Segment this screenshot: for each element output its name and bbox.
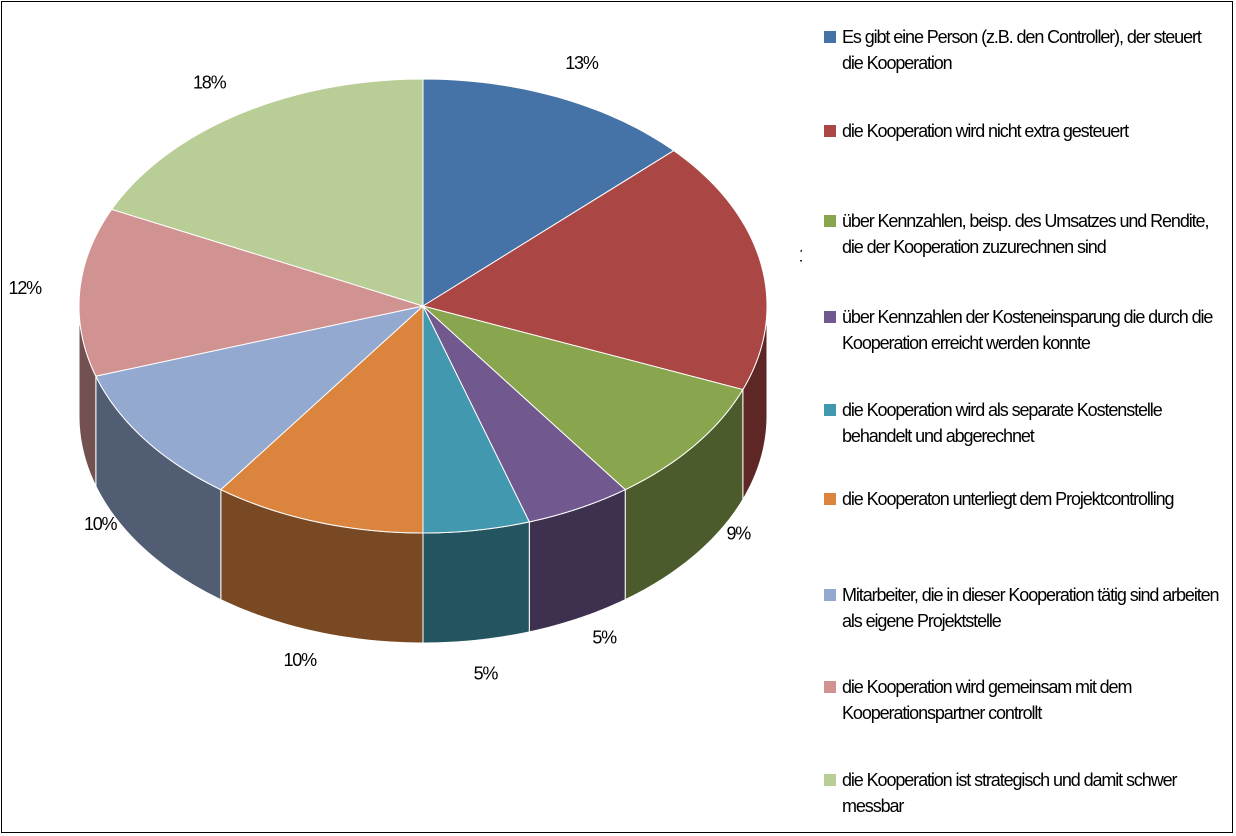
slice xyxy=(422,305,531,534)
data-label: 18% xyxy=(193,72,227,92)
legend-item: die Kooperation wird nicht extra gesteue… xyxy=(824,118,1224,144)
legend-swatch xyxy=(824,215,836,227)
data-label: 18% xyxy=(799,245,802,265)
slice xyxy=(95,305,425,491)
legend-label: Mitarbeiter, die in dieser Kooperation t… xyxy=(842,585,1220,631)
slice xyxy=(78,208,425,377)
legend-label: die Kooperaton unterliegt dem Projektcon… xyxy=(842,489,1175,509)
slice xyxy=(110,78,424,307)
legend-swatch xyxy=(824,404,836,416)
pie-chart: 13% 18% 9% 5% 5% 10% 10% 12% 18% xyxy=(9,53,802,683)
legend-label: die Kooperation wird nicht extra gesteue… xyxy=(842,121,1129,141)
legend-label: über Kennzahlen, beisp. des Umsatzes und… xyxy=(842,211,1209,257)
legend-label: die Kooperation ist strategisch und dami… xyxy=(842,770,1178,816)
slice xyxy=(422,78,675,307)
legend-label: Es gibt eine Person (z.B. den Controller… xyxy=(842,27,1202,73)
slice xyxy=(422,305,744,491)
legend-label: die Kooperation wird gemeinsam mit dem K… xyxy=(842,677,1132,723)
data-label: 10% xyxy=(283,650,317,670)
legend-swatch xyxy=(824,774,836,786)
data-label: 10% xyxy=(84,514,118,534)
legend-swatch xyxy=(824,125,836,137)
legend-label: die Kooperation wird als separate Kosten… xyxy=(842,400,1163,446)
data-label: 12% xyxy=(9,278,43,298)
legend-item: die Kooperation wird gemeinsam mit dem K… xyxy=(824,674,1224,726)
data-label: 5% xyxy=(592,627,617,647)
slice xyxy=(219,304,424,534)
slice-side xyxy=(422,521,530,644)
legend-swatch xyxy=(824,311,836,323)
legend-swatch xyxy=(824,31,836,43)
legend-label: über Kennzahlen der Kosteneinsparung die… xyxy=(842,307,1213,353)
legend-swatch xyxy=(824,681,836,693)
legend-swatch xyxy=(824,589,836,601)
legend-swatch xyxy=(824,493,836,505)
data-label: 13% xyxy=(565,53,599,73)
legend-item: über Kennzahlen, beisp. des Umsatzes und… xyxy=(824,208,1224,260)
slice xyxy=(422,305,627,523)
legend-item: über Kennzahlen der Kosteneinsparung die… xyxy=(824,304,1224,356)
legend-item: die Kooperation wird als separate Kosten… xyxy=(824,397,1224,449)
data-label: 9% xyxy=(726,524,751,544)
legend-item: die Kooperation ist strategisch und dami… xyxy=(824,767,1224,819)
data-label: 5% xyxy=(474,663,499,683)
slice xyxy=(421,150,768,391)
legend-item: die Kooperaton unterliegt dem Projektcon… xyxy=(824,486,1224,512)
legend-item: Mitarbeiter, die in dieser Kooperation t… xyxy=(824,582,1224,634)
legend-item: Es gibt eine Person (z.B. den Controller… xyxy=(824,24,1224,76)
